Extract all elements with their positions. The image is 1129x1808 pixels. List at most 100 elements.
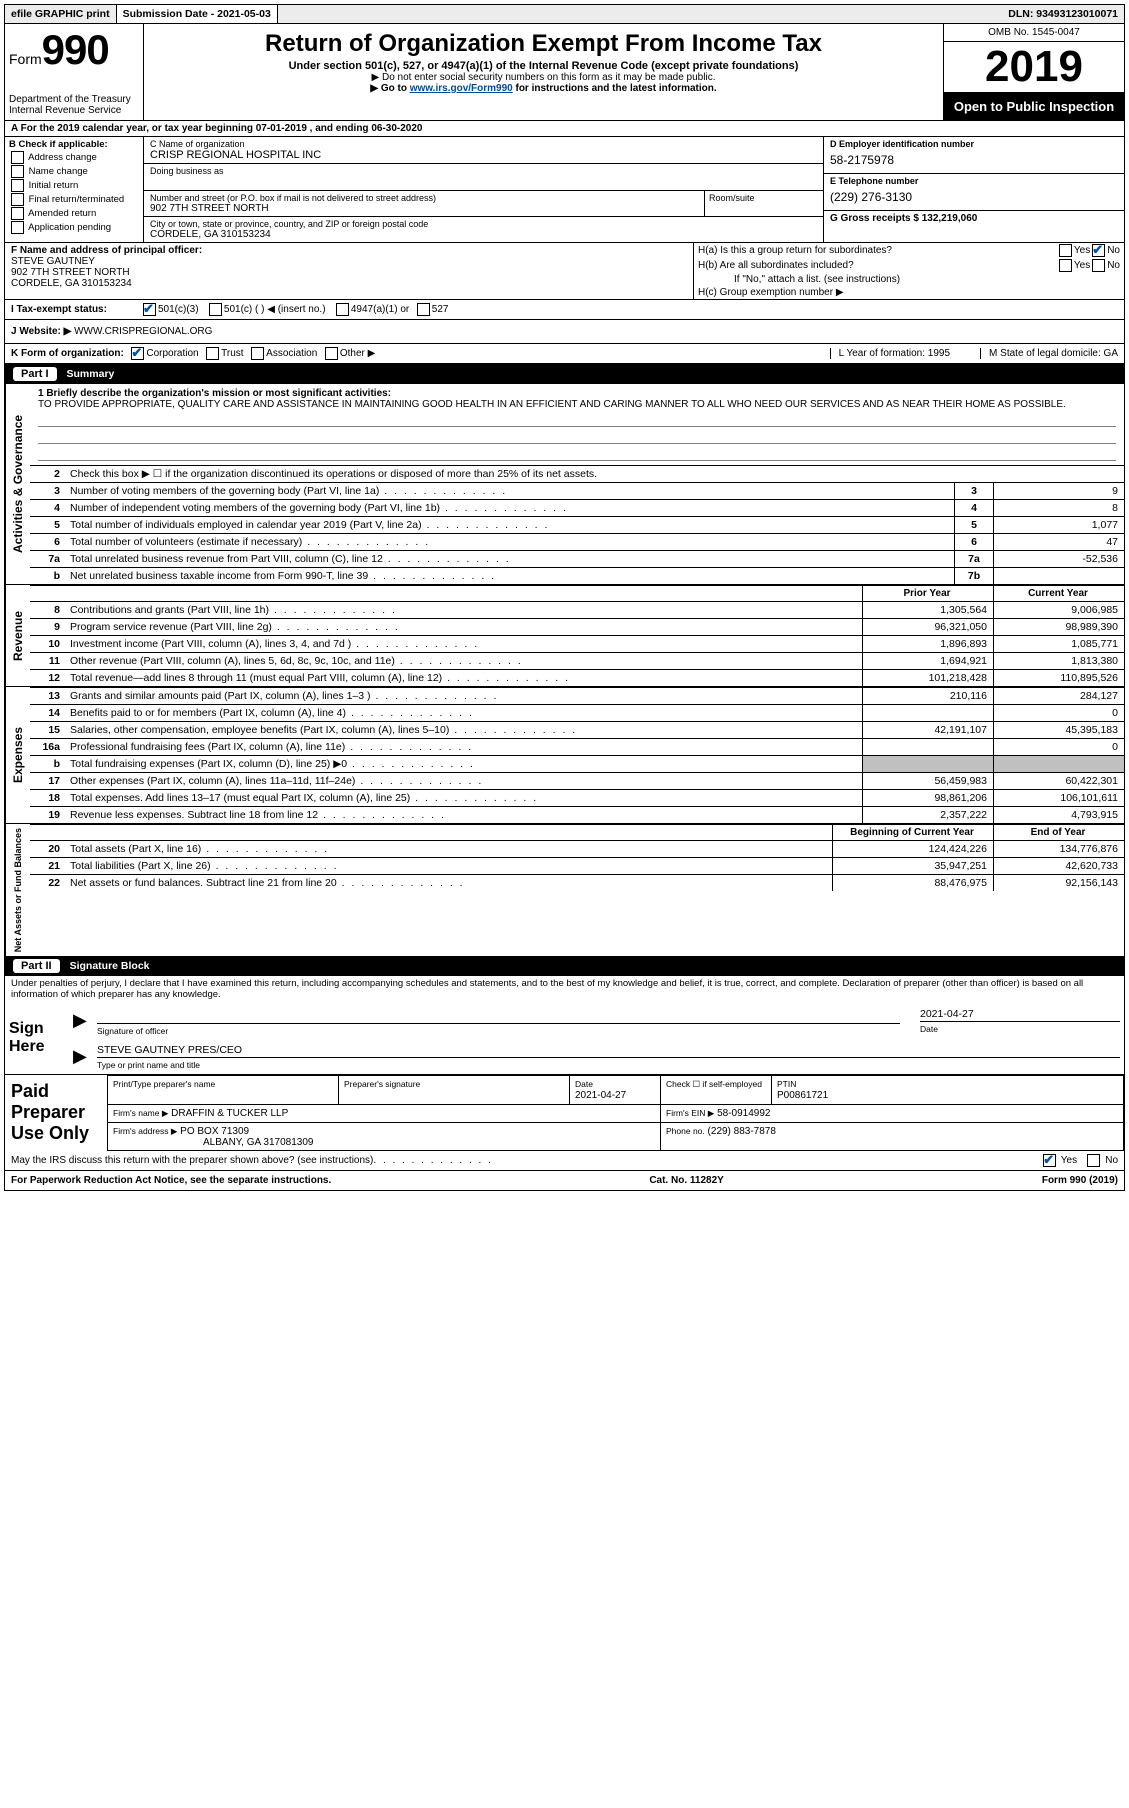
j-label: J Website: ▶: [11, 326, 71, 337]
firm-name-row: Firm's name ▶ DRAFFIN & TUCKER LLP Firm'…: [108, 1105, 1124, 1123]
form-prefix: Form: [9, 51, 42, 67]
prep-hdr-row: Print/Type preparer's name Preparer's si…: [108, 1076, 1124, 1105]
rev-hdr: Prior Year Current Year: [30, 586, 1124, 602]
website-value: WWW.CRISPREGIONAL.ORG: [74, 326, 212, 337]
row-k: K Form of organization: Corporation Trus…: [5, 344, 1124, 364]
cb-501c[interactable]: [209, 303, 222, 316]
dba-value: [150, 176, 817, 188]
activities-body: 1 Briefly describe the organization's mi…: [30, 384, 1124, 584]
opt-501c: 501(c) ( ) ◀ (insert no.): [224, 304, 326, 315]
hdr-beg: Beginning of Current Year: [833, 825, 994, 841]
sig-date: 2021-04-27: [920, 1008, 1120, 1022]
table-row: 12Total revenue—add lines 8 through 11 (…: [30, 670, 1124, 687]
vlabel-netassets: Net Assets or Fund Balances: [5, 824, 30, 956]
cb-527[interactable]: [417, 303, 430, 316]
col-c: C Name of organization CRISP REGIONAL HO…: [144, 137, 823, 242]
discuss-no-cb[interactable]: [1087, 1154, 1100, 1167]
street-value: 902 7TH STREET NORTH: [150, 203, 698, 214]
firm-addr2: ALBANY, GA 317081309: [203, 1137, 313, 1148]
ptin-value: P00861721: [777, 1090, 828, 1101]
table-row: 22Net assets or fund balances. Subtract …: [30, 875, 1124, 892]
sig-date-label: Date: [920, 1024, 1120, 1034]
row-j: J Website: ▶ WWW.CRISPREGIONAL.ORG: [5, 320, 1124, 344]
note-goto: ▶ Go to www.irs.gov/Form990 for instruct…: [152, 83, 935, 94]
hb-row: H(b) Are all subordinates included? Yes …: [694, 258, 1124, 273]
efile-label[interactable]: efile GRAPHIC print: [5, 5, 117, 23]
col-b-checkboxes: B Check if applicable: Address change Na…: [5, 137, 144, 242]
arrow-icon: ▶: [73, 1046, 89, 1067]
table-row: 13Grants and similar amounts paid (Part …: [30, 688, 1124, 705]
prep-label: Paid Preparer Use Only: [5, 1075, 107, 1151]
hb-yes-cb[interactable]: [1059, 259, 1072, 272]
form990-link[interactable]: www.irs.gov/Form990: [410, 83, 513, 94]
cb-other[interactable]: [325, 347, 338, 360]
hb-label: H(b) Are all subordinates included?: [698, 260, 1057, 271]
hc-row: H(c) Group exemption number ▶: [694, 286, 1124, 299]
firm-label: Firm's name ▶: [113, 1108, 168, 1118]
sig-name-block: STEVE GAUTNEY PRES/CEO Type or print nam…: [97, 1044, 1120, 1070]
hb-no-cb[interactable]: [1092, 259, 1105, 272]
discuss-yes-cb[interactable]: [1043, 1154, 1056, 1167]
cb-final-return[interactable]: Final return/terminated: [9, 193, 139, 206]
sig-officer-block: Signature of officer: [97, 1006, 900, 1036]
tax-year: 2019: [944, 42, 1124, 93]
i-label: I Tax-exempt status:: [11, 304, 141, 315]
table-row: 7aTotal unrelated business revenue from …: [30, 551, 1124, 568]
revenue-section: Revenue Prior Year Current Year 8Contrib…: [5, 584, 1124, 686]
prep-date: 2021-04-27: [575, 1090, 626, 1101]
prep-date-label: Date: [575, 1079, 593, 1089]
street-label: Number and street (or P.O. box if mail i…: [150, 193, 698, 203]
part2-title: Signature Block: [70, 960, 150, 972]
cb-501c3[interactable]: [143, 303, 156, 316]
form-subtitle: Under section 501(c), 527, or 4947(a)(1)…: [152, 60, 935, 72]
discuss-yn: Yes No: [1041, 1154, 1118, 1167]
opt-4947: 4947(a)(1) or: [351, 304, 409, 315]
mission-line1: [38, 412, 1116, 427]
sig-officer-label: Signature of officer: [97, 1026, 900, 1036]
prep-content: Print/Type preparer's name Preparer's si…: [107, 1075, 1124, 1151]
room-label: Room/suite: [705, 191, 823, 216]
prep-name-label: Print/Type preparer's name: [113, 1079, 215, 1089]
form-num-big: 990: [42, 26, 109, 73]
dba-label: Doing business as: [150, 166, 817, 176]
city-label: City or town, state or province, country…: [150, 219, 817, 229]
footer-right: Form 990 (2019): [1042, 1175, 1118, 1186]
cb-amended[interactable]: Amended return: [9, 207, 139, 220]
firm-ein: 58-0914992: [717, 1108, 770, 1119]
cb-name-change[interactable]: Name change: [9, 165, 139, 178]
cb-initial-return[interactable]: Initial return: [9, 179, 139, 192]
cb-corp[interactable]: [131, 347, 144, 360]
header-left: Form990 Department of the Treasury Inter…: [5, 24, 144, 120]
activities-rows: 3Number of voting members of the governi…: [30, 482, 1124, 584]
firm-phone-label: Phone no.: [666, 1126, 705, 1136]
ha-yes-cb[interactable]: [1059, 244, 1072, 257]
sig-arrows: ▶ ▶: [73, 1002, 93, 1074]
activities-section: Activities & Governance 1 Briefly descri…: [5, 384, 1124, 584]
cb-app-pending[interactable]: Application pending: [9, 221, 139, 234]
year-formation: L Year of formation: 1995: [830, 348, 950, 359]
sig-name-label: Type or print name and title: [97, 1060, 1120, 1070]
addr-row: Number and street (or P.O. box if mail i…: [144, 191, 823, 217]
footer-left: For Paperwork Reduction Act Notice, see …: [11, 1175, 331, 1186]
netassets-body: Beginning of Current Year End of Year 20…: [30, 824, 1124, 956]
state-domicile: M State of legal domicile: GA: [980, 348, 1118, 359]
ha-no-cb[interactable]: [1092, 244, 1105, 257]
cb-assoc[interactable]: [251, 347, 264, 360]
phone-value: (229) 276-3130: [830, 186, 1118, 208]
cb-address-change[interactable]: Address change: [9, 151, 139, 164]
revenue-table: Prior Year Current Year 8Contributions a…: [30, 585, 1124, 686]
section-fh: F Name and address of principal officer:…: [5, 243, 1124, 300]
netassets-table: Beginning of Current Year End of Year 20…: [30, 824, 1124, 891]
table-row: 21Total liabilities (Part X, line 26)35,…: [30, 858, 1124, 875]
sig-name: STEVE GAUTNEY PRES/CEO: [97, 1044, 1120, 1058]
cb-4947[interactable]: [336, 303, 349, 316]
row-i: I Tax-exempt status: 501(c)(3) 501(c) ( …: [5, 300, 1124, 320]
mission-block: 1 Briefly describe the organization's mi…: [30, 384, 1124, 465]
note2-pre: ▶ Go to: [370, 83, 409, 94]
table-row: 3Number of voting members of the governi…: [30, 483, 1124, 500]
cb-trust[interactable]: [206, 347, 219, 360]
form-container: efile GRAPHIC print Submission Date - 20…: [4, 4, 1125, 1191]
part1-title: Summary: [67, 368, 115, 380]
omb-number: OMB No. 1545-0047: [944, 24, 1124, 42]
sig-date-block: 2021-04-27 Date: [920, 1006, 1120, 1036]
